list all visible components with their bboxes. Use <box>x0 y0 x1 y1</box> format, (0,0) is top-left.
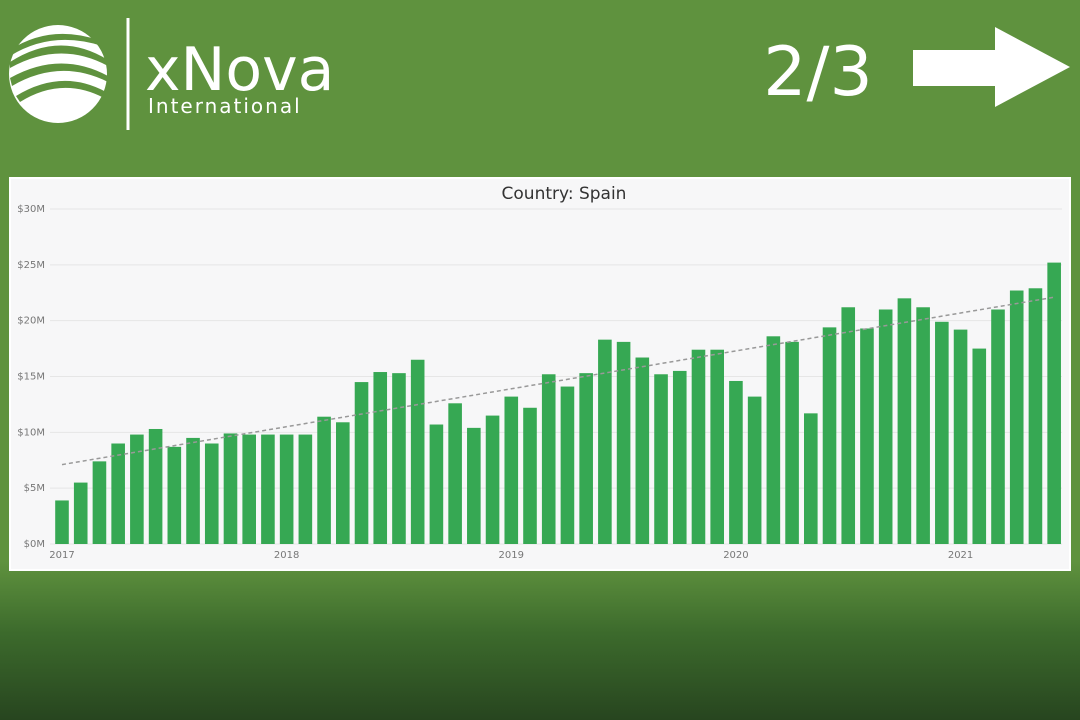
y-tick-label: $0M <box>24 539 45 550</box>
bar <box>897 298 912 544</box>
bar <box>729 380 743 544</box>
bar <box>55 500 69 544</box>
trend-line <box>61 296 1055 466</box>
y-tick-label: $5M <box>24 483 45 494</box>
bar <box>279 434 294 544</box>
chart-title: Country: Spain <box>502 184 627 204</box>
bar <box>785 341 799 544</box>
bar <box>448 403 462 544</box>
bar <box>354 382 369 544</box>
bar <box>991 309 1005 544</box>
bar <box>972 348 987 544</box>
bar <box>1028 288 1043 544</box>
x-tick-label: 2021 <box>948 550 973 561</box>
bar <box>298 434 313 544</box>
bar <box>485 415 500 544</box>
x-tick-label: 2020 <box>723 550 748 561</box>
bar <box>167 446 182 544</box>
bar <box>317 416 331 544</box>
bar <box>691 349 706 544</box>
y-tick-label: $20M <box>17 316 45 327</box>
next-arrow[interactable] <box>913 27 1070 107</box>
bar <box>616 341 631 544</box>
bar <box>654 374 668 544</box>
bar <box>392 373 406 544</box>
chart-panel <box>9 177 1071 571</box>
bar <box>560 386 575 544</box>
bar <box>336 422 350 544</box>
bar <box>935 321 949 544</box>
page-counter: 2/3 <box>763 33 872 112</box>
bar <box>747 396 762 544</box>
logo <box>9 25 108 123</box>
bar <box>1047 262 1061 544</box>
bar <box>672 370 687 544</box>
y-tick-label: $25M <box>17 260 45 271</box>
subbrand: International <box>148 94 302 118</box>
bar <box>822 327 837 544</box>
bar <box>710 349 724 544</box>
bar <box>373 372 388 544</box>
bar <box>860 328 874 544</box>
bar <box>73 482 88 544</box>
bar <box>467 427 481 544</box>
bar <box>111 443 125 544</box>
bar <box>766 336 781 544</box>
bar <box>261 434 275 544</box>
bar <box>130 434 144 544</box>
bar <box>223 433 238 544</box>
x-tick-label: 2019 <box>499 550 524 561</box>
x-tick-label: 2017 <box>49 550 74 561</box>
bar <box>429 424 444 544</box>
bar <box>92 461 107 544</box>
bar <box>242 434 256 544</box>
bar <box>523 407 537 544</box>
bar <box>916 307 930 544</box>
bar <box>186 437 200 544</box>
bar <box>504 396 519 544</box>
bar <box>804 413 818 544</box>
bar <box>953 329 968 544</box>
x-tick-label: 2018 <box>274 550 299 561</box>
y-tick-label: $10M <box>17 427 45 438</box>
y-tick-label: $15M <box>17 372 45 383</box>
bar <box>410 359 425 544</box>
bar <box>148 428 163 544</box>
bar <box>598 339 612 544</box>
bar <box>1009 290 1024 544</box>
y-tick-label: $30M <box>17 204 45 215</box>
bar <box>878 309 893 544</box>
header: xNova International 2/3 <box>9 18 1070 130</box>
bar <box>541 374 556 544</box>
bar <box>204 443 219 544</box>
bar <box>635 357 650 544</box>
brand: xNova <box>145 35 334 105</box>
bar <box>579 373 593 544</box>
bar <box>841 307 856 544</box>
